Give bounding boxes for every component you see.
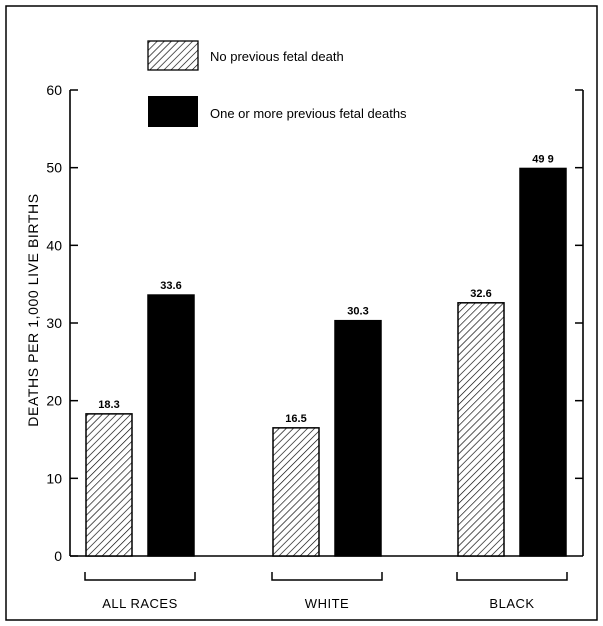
- y-axis-tick-labels: 0 10 20 30 40 50 60: [46, 82, 62, 564]
- category-label-all-races: ALL RACES: [102, 596, 178, 611]
- bars: [85, 167, 567, 557]
- y-tick-label-0: 0: [54, 548, 62, 564]
- y-tick-label-3: 30: [46, 315, 62, 331]
- group-bracket-0: [84, 572, 196, 581]
- category-label-white: WHITE: [305, 596, 349, 611]
- category-label-black: BLACK: [489, 596, 534, 611]
- bar-previous-black: [519, 167, 567, 557]
- y-tick-label-2: 20: [46, 393, 62, 409]
- value-label-0-1: 16.5: [285, 413, 306, 425]
- legend-label-one-or-more: One or more previous fetal deaths: [210, 106, 407, 121]
- value-label-1-2: 49 9: [532, 153, 553, 165]
- right-axis-ticks: [575, 89, 583, 480]
- value-labels: 18.3 33.6 16.5 30.3 32.6 49 9: [98, 153, 553, 424]
- group-bracket-1: [271, 572, 383, 581]
- y-tick-label-6: 60: [46, 82, 62, 98]
- category-labels: ALL RACES WHITE BLACK: [102, 596, 534, 611]
- legend-swatch-hatched: [147, 40, 199, 71]
- y-tick-label-4: 40: [46, 237, 62, 253]
- y-tick-label-5: 50: [46, 160, 62, 176]
- bar-previous-white: [334, 319, 382, 557]
- legend-swatch-solid: [148, 96, 198, 127]
- bar-no-previous-all-races: [85, 413, 133, 557]
- legend: No previous fetal death One or more prev…: [147, 40, 407, 127]
- value-label-1-0: 33.6: [160, 280, 181, 292]
- bar-no-previous-black: [457, 302, 505, 557]
- bar-no-previous-white: [272, 427, 320, 557]
- plot-frame: [69, 90, 584, 557]
- figure-border: [5, 5, 598, 621]
- y-axis-ticks: [70, 89, 78, 557]
- y-axis-label: DEATHS PER 1,000 LIVE BIRTHS: [25, 193, 41, 426]
- value-label-1-1: 30.3: [347, 306, 368, 318]
- legend-label-no-previous: No previous fetal death: [210, 49, 344, 64]
- group-brackets: [84, 572, 568, 581]
- value-label-0-0: 18.3: [98, 399, 119, 411]
- bar-previous-all-races: [147, 294, 195, 557]
- y-tick-label-1: 10: [46, 470, 62, 486]
- value-label-0-2: 32.6: [470, 288, 491, 300]
- group-bracket-2: [456, 572, 568, 581]
